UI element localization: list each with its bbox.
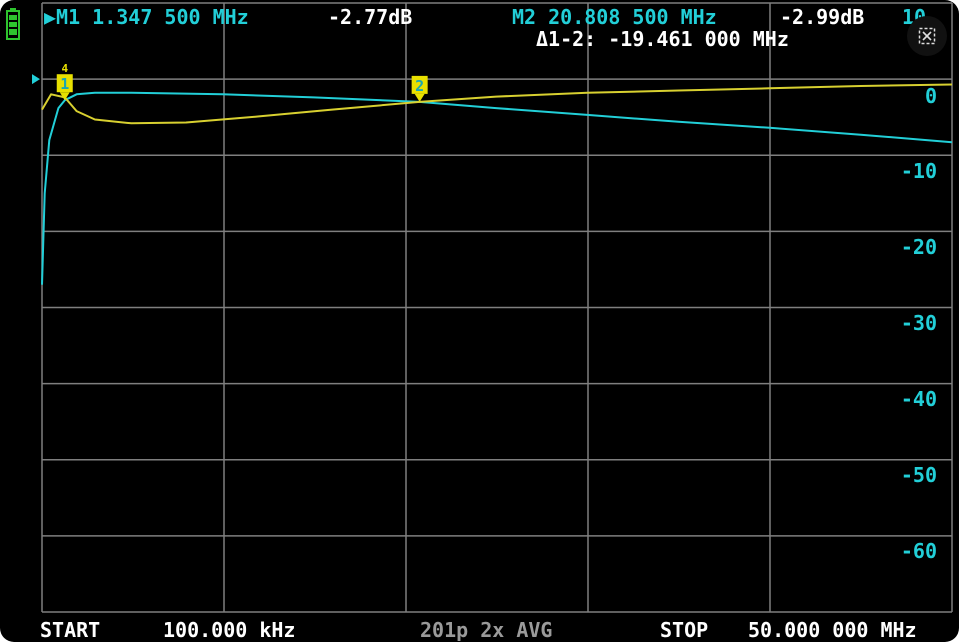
y-tick-label: -40	[900, 387, 937, 411]
start-label: START	[40, 618, 101, 642]
y-tick-label: -30	[900, 311, 937, 335]
traces	[32, 74, 953, 285]
markers: 1 2 4	[56, 62, 428, 102]
reference-level-arrow	[32, 74, 40, 85]
battery-icon	[6, 8, 20, 40]
marker-1-label: 1	[60, 75, 69, 93]
grid	[41, 2, 953, 613]
marker-2-label: 2	[415, 77, 424, 95]
delta-readout: Δ1-2: -19.461 000 MHz	[536, 27, 789, 51]
marker-1-number: 4	[61, 62, 68, 75]
y-tick-label: -60	[900, 539, 937, 563]
points-average: 201p 2x AVG	[420, 618, 553, 642]
marker-1-box	[56, 74, 73, 93]
marker-2-box	[411, 75, 428, 94]
marker-2: 2	[411, 75, 428, 102]
marker1-readout: ▶M1 1.347 500 MHz	[44, 5, 249, 29]
marker2-value: -2.99dB	[780, 5, 865, 29]
marker-2-pointer	[414, 93, 425, 102]
trace-2-line	[41, 83, 953, 125]
y-tick-label: -10	[900, 159, 937, 183]
y-tick-label: -50	[900, 463, 937, 487]
start-frequency: 100.000 kHz	[163, 618, 296, 642]
stop-label: STOP	[660, 618, 709, 642]
y-tick-label: -20	[900, 235, 937, 259]
marker-1-pointer	[59, 92, 70, 101]
marker-1: 1	[56, 74, 73, 101]
marker2-readout: M2 20.808 500 MHz	[512, 5, 717, 29]
y-tick-label: 0	[924, 84, 937, 108]
close-button[interactable]	[907, 16, 947, 56]
stop-frequency: 50.000 000 MHz	[748, 618, 917, 642]
trace-1-line	[41, 91, 953, 285]
marker1-value: -2.77dB	[328, 5, 413, 29]
close-icon	[918, 27, 936, 45]
